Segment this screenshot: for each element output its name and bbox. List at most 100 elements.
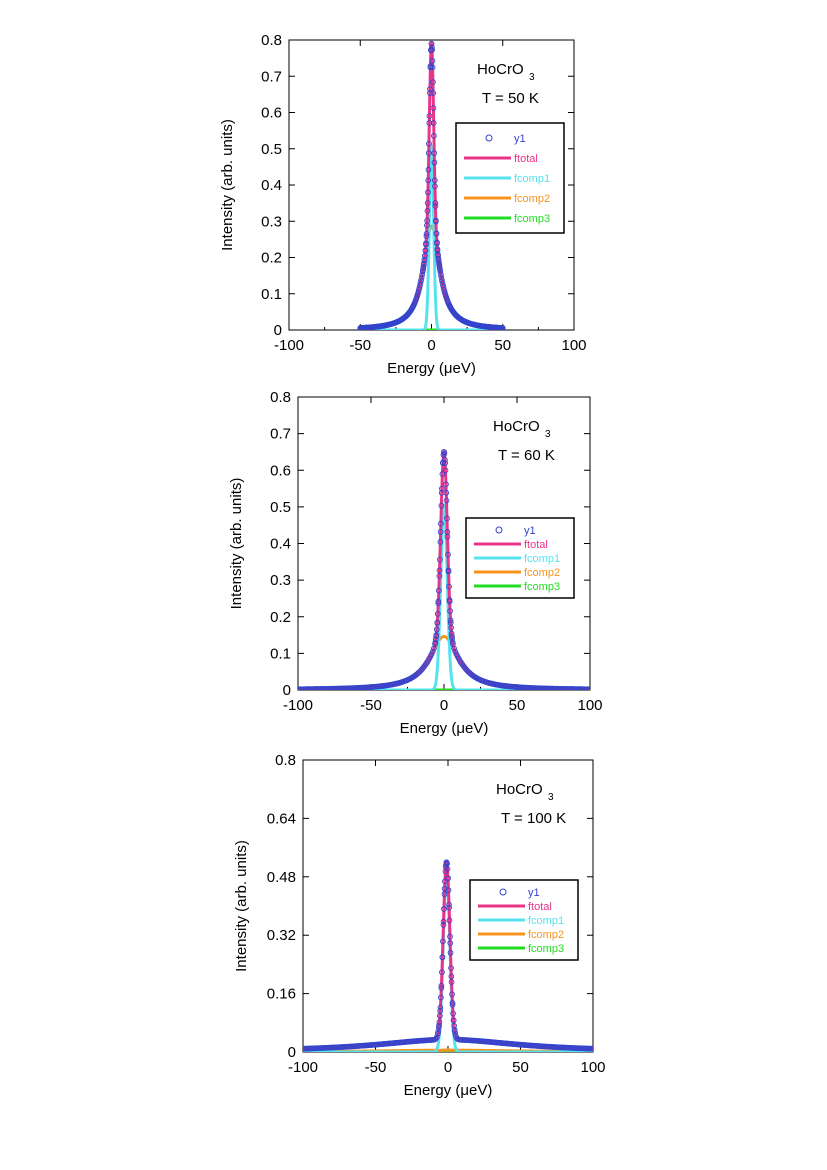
series-y1-point [448,979,455,985]
series-y1-point [451,1027,458,1033]
series-y1-point [423,241,429,248]
series-y1-point [437,266,443,272]
series-y1-point [445,551,451,558]
series-y1-point [435,1028,442,1034]
legend-label-fcomp1: fcomp1 [514,173,550,185]
legend-label-fcomp1: fcomp1 [524,553,560,565]
legend-label-ftotal: ftotal [528,901,552,913]
y-tick-label: 0.2 [270,609,291,626]
y-tick-label: 0.8 [261,32,282,49]
y-tick-label: 0.32 [267,927,296,944]
series-y1-point [439,969,445,976]
series-y1-point [425,166,432,173]
series-y1-point [449,635,455,642]
series-y1-point [432,200,439,206]
legend-label-fcomp2: fcomp2 [524,567,560,579]
series-y1-point [435,600,442,607]
series-y1-point [428,47,434,54]
series-y1-point [439,954,446,961]
x-tick-label: -50 [365,1059,387,1076]
series-y1-point [434,611,441,617]
chart-panel-2: -100 -50 0 50 100 0 0.1 0.2 0.3 0.4 0.5 0.6 0.7 0.8 En… [228,389,603,737]
series-y1-point [421,260,427,267]
x-axis-label: Energy (μeV) [400,720,489,737]
x-tick-label: 50 [512,1059,529,1076]
y-tick-label: 0.7 [270,426,291,443]
series-y1-point [430,79,436,85]
series-y1-point [430,120,437,126]
series-y1-point [427,63,434,70]
sample-annotation-subscript: 3 [529,72,535,83]
series-y1-point [438,982,445,989]
series-y1-point [424,200,431,206]
y-tick-label: 0 [288,1044,296,1061]
series-y1-point [421,257,428,263]
x-tick-label: -100 [288,1059,318,1076]
series-y1-point [437,529,444,535]
series-y1-point [437,268,444,275]
series-y1-point [433,218,439,225]
x-tick-label: 0 [444,1059,452,1076]
series-y1-point [427,90,433,96]
series-y1-point [443,497,450,504]
series-y1-point [434,246,441,252]
series-y1-point [448,965,454,971]
series-y1-point [445,875,451,882]
legend-label-fcomp3: fcomp3 [528,943,564,955]
series-y1-point [441,891,448,898]
y-tick-label: 0.4 [261,177,282,194]
series-fcomp2-line [360,224,503,330]
legend: y1 ftotal fcomp1 fcomp2 fcomp3 [465,517,575,599]
y-tick-label: 0.1 [270,645,291,662]
series-y1-point [423,230,430,237]
y-tick-label: 0.8 [275,752,296,769]
series-y1-point [447,933,453,940]
plot-area [298,449,590,690]
series-y1-point [435,598,442,605]
series-y1-point [428,40,435,47]
series-y1-point [430,90,436,96]
y-tick-label: 0 [274,322,282,339]
y-tick-label: 0.1 [261,286,282,303]
series-y1-point [434,239,440,246]
series-y1-point [452,1030,458,1036]
x-tick-label: 0 [440,697,448,714]
y-tick-label: 0.16 [267,986,296,1003]
x-tick-label: 100 [561,337,586,354]
temperature-annotation: T = 60 K [498,447,555,464]
series-y1-point [451,645,457,652]
series-y1-point [420,267,426,273]
x-tick-label: -50 [360,697,382,714]
legend-label-ftotal: ftotal [524,539,548,551]
series-y1-point [442,457,448,463]
legend-marker-y1 [495,526,503,534]
series-y1-point [436,556,443,563]
series-y1-point [431,133,437,139]
chart-panel-1: -100 -50 0 50 100 0 0.1 0.2 0.3 0.4 0.5 0.6 0.7 0.8 En… [219,32,587,377]
series-y1-point [447,608,453,614]
series-y1-point [431,177,438,184]
series-y1-point [449,991,455,998]
y-axis-label: Intensity (arb. units) [233,840,250,972]
plot-area [357,40,506,330]
x-tick-label: 100 [577,697,602,714]
x-tick-label: -50 [349,337,371,354]
series-y1-point [425,177,432,184]
series-y1-point [442,878,448,885]
series-y1-point [420,264,427,270]
plot-area [303,859,593,1052]
series-y1-point [433,632,440,638]
x-tick-label: -100 [274,337,304,354]
series-fcomp2-line [298,634,590,690]
sample-annotation-subscript: 3 [545,429,551,440]
legend-label-fcomp1: fcomp1 [528,915,564,927]
series-y1-point [429,648,436,655]
x-tick-label: -100 [283,697,313,714]
series-y1-point [447,949,454,956]
y-tick-label: 0.3 [270,572,291,589]
series-y1-point [435,587,442,594]
series-y1-point [590,1045,593,1052]
y-tick-label: 0.3 [261,213,282,230]
series-y1-point [446,904,452,911]
series-y1-point [441,906,447,912]
